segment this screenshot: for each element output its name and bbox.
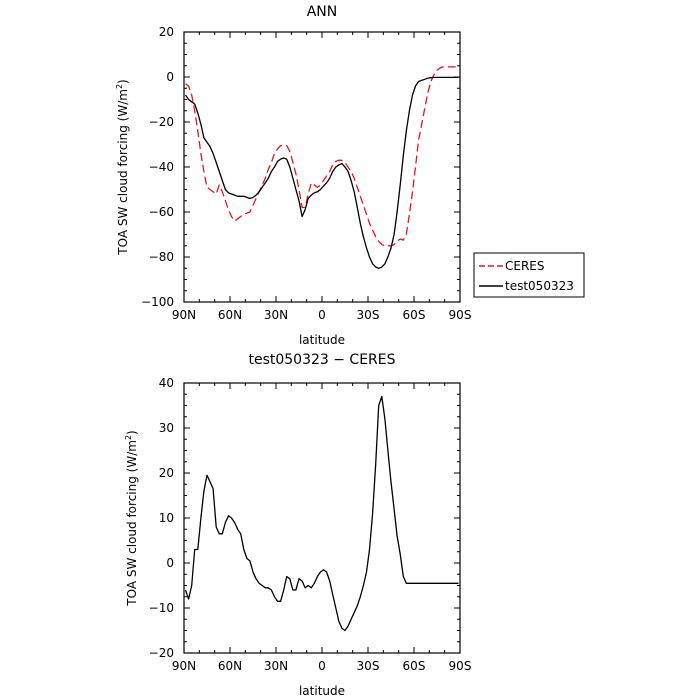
top-x-tick-label: 60S	[403, 308, 426, 322]
bottom-y-tick-label: 20	[159, 466, 174, 480]
top-series-line-ceres	[185, 66, 459, 247]
bottom-x-tick-label: 30S	[357, 659, 380, 673]
top-x-tick-label: 90S	[449, 308, 472, 322]
top-x-tick-label: 30S	[357, 308, 380, 322]
top-y-tick-label: −100	[141, 295, 174, 309]
bottom-y-tick-label: 0	[166, 556, 174, 570]
bottom-y-tick-label: −10	[149, 601, 174, 615]
top-axis-ticks: 90N 60N 30N 0 30S 60S 90S 20 0 −20 −40 −60 −80 −100	[141, 25, 471, 322]
top-series-lines	[184, 66, 459, 269]
top-x-tick-label: 60N	[218, 308, 242, 322]
bottom-x-axis-label: latitude	[299, 684, 345, 698]
bottom-plot-frame	[183, 382, 461, 654]
bottom-y-tick-label: 40	[159, 376, 174, 390]
bottom-x-tick-label: 90S	[449, 659, 472, 673]
bottom-x-tick-label: 0	[318, 659, 326, 673]
legend: CERES test050323	[473, 252, 585, 298]
bottom-axis-ticks: 90N 60N 30N 0 30S 60S 90S 40 30 20 10 0 −10 −20	[149, 376, 472, 673]
top-y-tick-label: −20	[149, 115, 174, 129]
legend-ceres-label: CERES	[505, 259, 545, 273]
top-chart-title: ANN	[307, 4, 338, 20]
legend-test-label: test050323	[505, 279, 574, 293]
bottom-y-tick-label: 30	[159, 421, 174, 435]
top-series-line-test050323	[184, 76, 459, 269]
top-y-axis-label: TOA SW cloud forcing (W/m2)	[115, 79, 130, 255]
bottom-chart-title: test050323 − CERES	[248, 352, 395, 368]
bottom-x-tick-label: 60S	[403, 659, 426, 673]
top-y-tick-label: 0	[166, 70, 174, 84]
top-y-tick-label: −80	[149, 250, 174, 264]
bottom-y-tick-label: −20	[149, 646, 174, 660]
top-y-tick-label: −60	[149, 205, 174, 219]
top-plot-frame	[183, 31, 461, 303]
top-x-tick-label: 0	[318, 308, 326, 322]
bottom-x-tick-label: 30N	[264, 659, 288, 673]
bottom-series-lines	[184, 395, 459, 632]
top-x-tick-label: 30N	[264, 308, 288, 322]
bottom-y-axis-label: TOA SW cloud forcing (W/m2)	[124, 430, 139, 606]
top-y-tick-label: −40	[149, 160, 174, 174]
top-x-axis-label: latitude	[299, 333, 345, 347]
top-x-tick-label: 90N	[172, 308, 196, 322]
bottom-x-tick-label: 90N	[172, 659, 196, 673]
legend-box	[473, 252, 585, 298]
bottom-x-tick-label: 60N	[218, 659, 242, 673]
top-chart: ANN 90N 60N 30N 0 30S 60S 90S 20 0 −20 −40 −60 −80 −1…	[115, 4, 471, 347]
bottom-y-tick-label: 10	[159, 511, 174, 525]
top-y-tick-label: 20	[159, 25, 174, 39]
bottom-series-line-diff	[184, 395, 459, 632]
bottom-chart: test050323 − CERES 90N 60N 30N 0 30S 60S 90S 40…	[124, 352, 471, 698]
